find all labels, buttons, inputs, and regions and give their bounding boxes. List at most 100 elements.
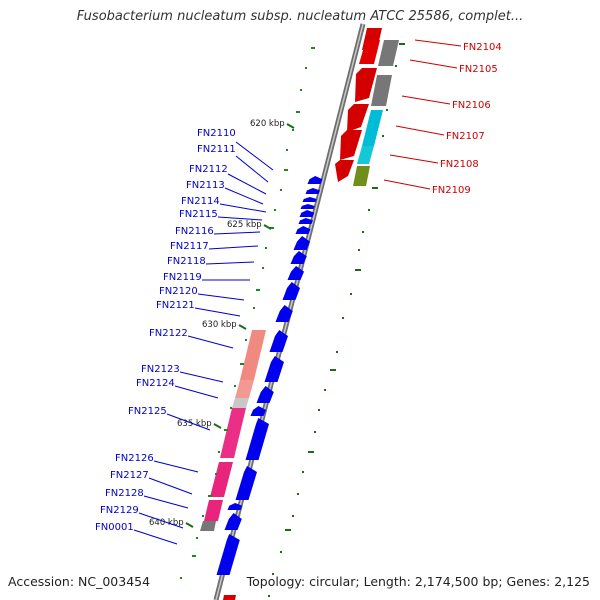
forward-gene-label[interactable]: FN2112 — [189, 164, 228, 175]
gene-leader-line — [414, 39, 462, 47]
gene-leader-line — [383, 179, 431, 190]
reverse-gene-red-arrow[interactable] — [340, 130, 362, 160]
reverse-gene-olive-box[interactable] — [353, 166, 370, 186]
feature-pink-box[interactable] — [204, 500, 223, 521]
forward-gene-label[interactable]: FN2111 — [197, 144, 236, 155]
gene-leader-line — [194, 307, 241, 317]
gene-leader-line — [224, 187, 264, 205]
forward-gene-label[interactable]: FN2127 — [110, 470, 149, 481]
gene-leader-line — [179, 371, 224, 383]
reverse-strand-track — [335, 28, 399, 186]
gene-leader-line — [217, 216, 263, 221]
gene-leader-line — [197, 293, 245, 301]
reverse-gene-red-arrow[interactable] — [223, 595, 236, 600]
gene-leader-line — [153, 460, 199, 473]
gene-leader-line — [133, 529, 178, 545]
forward-gene-labels: FN2110 FN2111 FN2112 FN2113 FN2114 FN2115 FN21… — [95, 128, 274, 545]
forward-gene-label[interactable]: FN2110 — [197, 128, 236, 139]
reverse-gene-red-arrow[interactable] — [359, 40, 380, 64]
reverse-gene-gray-box[interactable] — [378, 40, 399, 66]
kbp-tick-label: 630 kbp — [202, 320, 237, 330]
forward-gene-label[interactable]: FN2125 — [128, 406, 167, 417]
gene-leader-line — [174, 385, 219, 399]
kbp-tick-mark — [286, 123, 295, 129]
forward-gene-label[interactable]: FN2115 — [179, 209, 218, 220]
gene-leader-line — [138, 512, 184, 529]
position-ticks — [180, 43, 405, 597]
forward-gene-arrow[interactable] — [307, 176, 323, 184]
reverse-gene-label[interactable]: FN2104 — [463, 42, 502, 53]
feature-salmon-box[interactable] — [235, 380, 254, 398]
forward-gene-arrow[interactable] — [305, 188, 321, 194]
gene-leader-line — [187, 335, 234, 349]
gene-leader-line — [235, 141, 274, 171]
feature-pink-box[interactable] — [220, 408, 246, 458]
forward-gene-arrow[interactable] — [298, 218, 314, 224]
reverse-gene-gray-box[interactable] — [371, 75, 392, 106]
kbp-tick-label: 625 kbp — [227, 220, 262, 230]
gene-leader-line — [235, 155, 269, 183]
forward-gene-arrow[interactable] — [227, 503, 243, 510]
feature-gray-box[interactable] — [232, 398, 249, 408]
forward-gene-arrow[interactable] — [287, 266, 305, 280]
reverse-gene-label[interactable]: FN2109 — [432, 185, 471, 196]
forward-gene-arrow[interactable] — [250, 406, 267, 416]
forward-gene-label[interactable]: FN2118 — [167, 256, 206, 267]
forward-gene-label[interactable]: FN2120 — [159, 286, 198, 297]
reverse-gene-label[interactable]: FN2107 — [446, 131, 485, 142]
forward-gene-label[interactable]: FN2129 — [100, 505, 139, 516]
gene-leader-line — [219, 203, 267, 213]
forward-gene-arrow[interactable] — [290, 251, 307, 264]
gene-leader-line — [148, 477, 193, 495]
reverse-gene-red-arrow[interactable] — [335, 160, 354, 182]
feature-pink-box[interactable] — [210, 462, 233, 497]
secondary-feature-track — [200, 330, 266, 531]
forward-gene-label[interactable]: FN2126 — [115, 453, 154, 464]
gene-leader-line — [227, 173, 267, 195]
gene-leader-line — [213, 231, 261, 235]
forward-gene-arrow[interactable] — [299, 210, 315, 217]
forward-gene-arrow[interactable] — [256, 386, 274, 403]
forward-gene-label[interactable]: FN2116 — [175, 226, 214, 237]
forward-gene-arrow[interactable] — [269, 330, 289, 352]
forward-gene-label[interactable]: FN2128 — [105, 488, 144, 499]
kbp-tick-mark — [238, 324, 247, 330]
reverse-gene-cyan-box[interactable] — [357, 146, 374, 164]
forward-gene-label[interactable]: FN0001 — [95, 522, 134, 533]
reverse-gene-label[interactable]: FN2105 — [459, 64, 498, 75]
forward-gene-label[interactable]: FN2119 — [163, 272, 202, 283]
forward-gene-label[interactable]: FN2117 — [170, 241, 209, 252]
gene-leader-line — [166, 413, 211, 431]
gene-leader-line — [389, 154, 439, 164]
reverse-gene-label[interactable]: FN2108 — [440, 159, 479, 170]
forward-gene-label[interactable]: FN2121 — [156, 300, 195, 311]
forward-gene-arrow[interactable] — [300, 204, 315, 209]
forward-gene-label[interactable]: FN2123 — [141, 364, 180, 375]
gene-leader-line — [395, 125, 445, 136]
forward-gene-arrow[interactable] — [302, 197, 317, 202]
forward-gene-arrow[interactable] — [275, 305, 293, 322]
gene-leader-line — [401, 95, 451, 105]
forward-gene-label[interactable]: FN2114 — [181, 196, 220, 207]
forward-gene-label[interactable]: FN2124 — [136, 378, 175, 389]
reverse-gene-red-arrow[interactable] — [355, 68, 377, 102]
feature-salmon-box[interactable] — [240, 330, 266, 380]
kbp-tick-label: 640 kbp — [149, 518, 184, 528]
feature-gray-box[interactable] — [200, 521, 216, 531]
forward-gene-arrow[interactable] — [295, 226, 311, 234]
forward-gene-arrow[interactable] — [216, 534, 240, 575]
forward-gene-arrow[interactable] — [264, 356, 285, 382]
forward-gene-label[interactable]: FN2113 — [186, 180, 225, 191]
forward-gene-arrow[interactable] — [245, 418, 270, 460]
accession-text: Accession: NC_003454 — [8, 574, 151, 589]
forward-gene-label[interactable]: FN2122 — [149, 328, 188, 339]
forward-gene-arrow[interactable] — [293, 236, 311, 250]
reverse-gene-label[interactable]: FN2106 — [452, 100, 491, 111]
reverse-gene-cyan-box[interactable] — [362, 110, 383, 146]
reverse-gene-red-arrow[interactable] — [347, 104, 369, 132]
forward-gene-arrow[interactable] — [224, 513, 242, 530]
forward-gene-arrow[interactable] — [282, 282, 301, 300]
forward-gene-arrow[interactable] — [235, 466, 258, 500]
